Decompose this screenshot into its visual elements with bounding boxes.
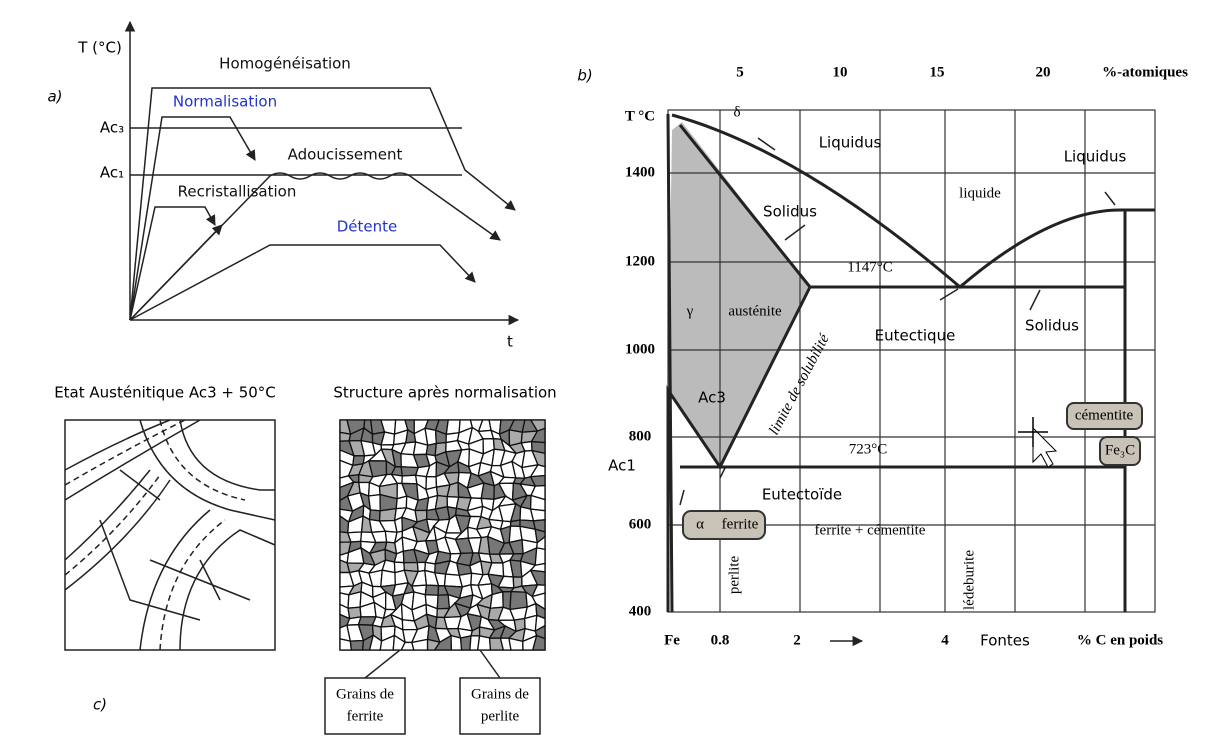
- annotation: austénite: [728, 303, 782, 319]
- annotation: Solidus: [763, 203, 817, 221]
- annotation: γ: [686, 303, 694, 319]
- grain: [350, 641, 363, 650]
- grain: [490, 592, 503, 608]
- treatment-label: Détente: [337, 218, 398, 236]
- scale-label: 2: [793, 632, 801, 648]
- temp-label: 1200: [625, 253, 655, 269]
- grain: [381, 570, 396, 586]
- scale-label: 15: [930, 64, 945, 80]
- figure: a) T (°C) t Ac₃ Ac₁ Homogénéisation Normalisat…: [0, 0, 1217, 744]
- grain: [369, 495, 381, 511]
- scale-label: 10: [833, 64, 848, 80]
- curve: [480, 650, 500, 678]
- grain: [478, 636, 491, 650]
- grain: [425, 585, 438, 595]
- temp-label: 1400: [625, 164, 655, 180]
- axis-label: t: [507, 333, 513, 351]
- grain: [402, 475, 417, 484]
- annotation: Solidus: [1025, 317, 1079, 335]
- cursor: [1033, 428, 1056, 467]
- treatment-label: Adoucissement: [288, 146, 403, 164]
- treatment-label: Homogénéisation: [219, 55, 351, 73]
- panel-label: a): [47, 88, 62, 106]
- curve: [130, 88, 515, 320]
- curve: [130, 117, 255, 320]
- grain: [348, 592, 361, 608]
- temp-label: 1000: [625, 341, 655, 357]
- grain: [446, 420, 460, 434]
- annotation: δ: [733, 104, 740, 120]
- grain: [348, 532, 362, 542]
- g-shape: [340, 420, 545, 650]
- scale-label: Fontes: [980, 632, 1030, 650]
- temp-label: 800: [629, 428, 652, 444]
- grain: [380, 509, 397, 521]
- curve: [130, 245, 475, 320]
- annotation: Ac3: [698, 389, 726, 407]
- grain: [481, 483, 494, 499]
- annotation: liquide: [959, 185, 1001, 201]
- annotation: perlite: [726, 556, 742, 595]
- level-label: Ac₁: [100, 164, 124, 182]
- annotation: Liquidus: [819, 134, 882, 152]
- treatment-label: Normalisation: [173, 93, 277, 111]
- scale-label: %-atomiques: [1102, 64, 1188, 80]
- curve: [65, 420, 275, 650]
- grain: [437, 595, 449, 609]
- temp-label: 400: [629, 603, 652, 619]
- grain: [425, 428, 436, 445]
- grain: [396, 496, 407, 508]
- panel-title: Etat Austénitique Ac3 + 50°C: [54, 384, 276, 402]
- grain: [531, 509, 545, 521]
- curve: [130, 225, 222, 320]
- annotation: lédeburite: [961, 550, 977, 610]
- annotation: cémentite: [1075, 407, 1134, 423]
- page: a) T (°C) t Ac₃ Ac₁ Homogénéisation Normalisat…: [0, 0, 1217, 748]
- scale-label: 20: [1036, 64, 1051, 80]
- treatment-label: Recristallisation: [178, 183, 297, 201]
- annotation: Eutectique: [875, 327, 956, 345]
- temp-label: 600: [629, 516, 652, 532]
- callout-text: perlite: [481, 708, 520, 724]
- scale-label: 4: [941, 632, 949, 648]
- temp-label: T °C: [625, 108, 655, 124]
- annotation: Ac1: [608, 457, 636, 475]
- annotation: 723°C: [849, 441, 888, 457]
- panel-title: Structure après normalisation: [333, 384, 556, 402]
- grain: [535, 548, 545, 565]
- level-label: Ac₃: [100, 119, 124, 137]
- callout-text: ferrite: [347, 708, 384, 724]
- annotation: Liquidus: [1064, 148, 1127, 166]
- scale-label: 5: [736, 64, 744, 80]
- annotation: ferrite: [722, 516, 759, 532]
- annotation: Fe₃C: [1105, 442, 1135, 458]
- axis-label: T (°C): [77, 39, 122, 57]
- grain: [461, 636, 471, 650]
- scale-label: % C en poids: [1077, 632, 1163, 648]
- grain: [511, 520, 520, 526]
- path-shape: [65, 420, 275, 650]
- curve: [365, 650, 400, 678]
- scale-label: 0.8: [711, 632, 730, 648]
- scale-label: Fe: [664, 632, 680, 648]
- annotation: Eutectoïde: [762, 486, 842, 504]
- grain: [340, 639, 351, 650]
- panel-label: b): [577, 67, 592, 85]
- annotation: ferrite + cémentite: [815, 522, 926, 538]
- callout-text: Grains de: [336, 686, 394, 702]
- curve: [130, 207, 215, 320]
- annotation: α: [696, 516, 704, 532]
- panel-label: c): [93, 696, 107, 714]
- curve: [65, 420, 275, 650]
- callout-text: Grains de: [471, 686, 529, 702]
- annotation: 1147°C: [847, 259, 892, 275]
